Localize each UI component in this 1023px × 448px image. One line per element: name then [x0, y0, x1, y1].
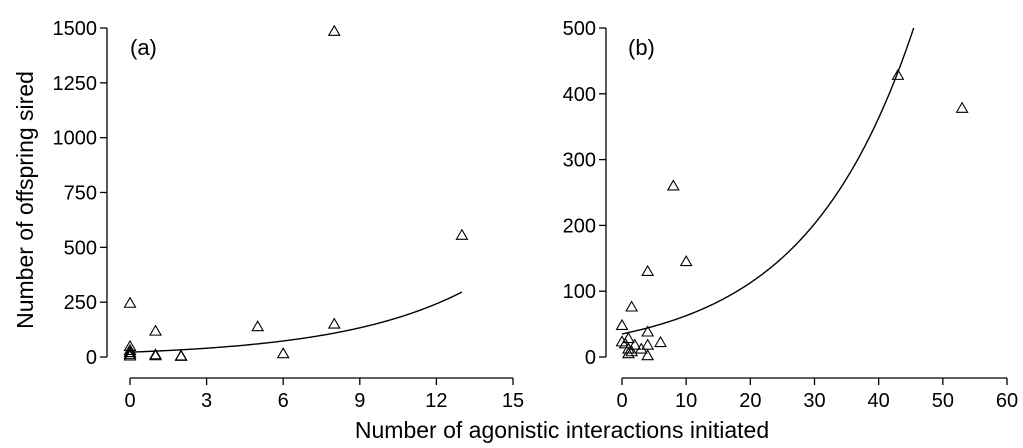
- panel-a-data-point: [455, 228, 469, 240]
- panel-a-y-tick-label: 1250: [53, 73, 98, 95]
- panel-b-y-tick-label: 200: [563, 215, 596, 237]
- panel-b-y-tick-label: 300: [563, 150, 596, 172]
- panel-b-data-point: [641, 325, 655, 337]
- panel-b-x-tick-label: 10: [675, 390, 697, 412]
- panel-b-data-point: [625, 300, 639, 312]
- panel-a-data-point: [251, 320, 265, 332]
- panel-a-x-tick-label: 3: [201, 390, 212, 412]
- panel-a-data-point: [174, 349, 188, 361]
- panel-a-data-point: [149, 349, 162, 361]
- panel-a-y-tick-label: 750: [64, 183, 97, 205]
- panel-a-data-point: [327, 317, 341, 329]
- panel-b-points: [615, 68, 969, 361]
- panel-b-x-tick-label: 60: [996, 390, 1018, 412]
- panel-b-y-tick-label: 0: [585, 347, 596, 369]
- panel-b-x-tick-label: 50: [932, 390, 954, 412]
- panel-b-y-tick-label: 500: [563, 18, 596, 40]
- panel-a-y-ticks: 0 250 500 750 1000 1250 1500: [53, 18, 107, 369]
- panel-a-data-point: [276, 347, 290, 359]
- panel-b-data-point: [625, 345, 639, 357]
- panel-b-x-tick-label: 20: [739, 390, 761, 412]
- panel-a-x-tick-label: 12: [425, 390, 447, 412]
- panel-b-fit-curve: [621, 27, 915, 335]
- panel-a-x-tick-label: 15: [502, 390, 524, 412]
- panel-a-x-tick-label: 6: [278, 390, 289, 412]
- panel-b-y-tick-label: 100: [563, 281, 596, 303]
- panel-a-y-tick-label: 250: [64, 292, 97, 314]
- panel-a-data-point: [123, 347, 137, 359]
- panel-b-data-point: [628, 338, 642, 350]
- panel-b-y-ticks: 0 100 200 300 400 500: [563, 18, 606, 369]
- panel-a-data-point: [123, 296, 137, 308]
- panel-b-y-tick-label: 400: [563, 84, 596, 106]
- panel-b-x-tick-label: 0: [616, 390, 627, 412]
- panel-b-data-point: [621, 342, 635, 354]
- panel-a-data-point: [123, 346, 137, 358]
- panel-a-y-tick-label: 1500: [53, 18, 98, 40]
- x-axis-title: Number of agonistic interactions initiat…: [355, 417, 769, 443]
- panel-a-label: (a): [130, 35, 157, 60]
- panel-b-x-tick-label: 30: [803, 390, 825, 412]
- panel-b-x-ticks: 0 10 20 30 40 50 60: [616, 378, 1018, 412]
- panel-a-fit-curve: [129, 291, 463, 353]
- panel-a-data-point: [327, 24, 341, 36]
- panel-b-data-point: [654, 335, 667, 348]
- panel-b-data-point: [641, 264, 655, 277]
- panel-a-points: [123, 24, 469, 361]
- panel-a-y-tick-label: 500: [64, 237, 97, 259]
- panel-a-data-point: [123, 349, 137, 361]
- panel-b-label: (b): [628, 35, 655, 60]
- panel-b-data-point: [955, 101, 969, 113]
- panel-a-x-ticks: 0 3 6 9 12 15: [124, 378, 524, 412]
- panel-b-data-point: [615, 318, 629, 330]
- panel-b-data-point: [891, 68, 905, 80]
- panel-b: 0 100 200 300 400 500 0 10 20 30 40 50 60 (b): [563, 18, 1019, 412]
- panel-a-y-tick-label: 0: [86, 347, 97, 369]
- panel-b-data-point: [634, 342, 648, 354]
- panel-b-data-point: [666, 179, 680, 191]
- panel-a-data-point: [123, 343, 137, 355]
- panel-a: 0 250 500 750 1000 1250 1500 0 3 6 9 12 15 (a): [53, 18, 525, 412]
- panel-b-data-point: [621, 347, 635, 359]
- panel-b-data-point: [679, 254, 693, 267]
- panel-a-x-tick-label: 9: [354, 390, 365, 412]
- panel-b-data-point: [641, 349, 655, 361]
- y-axis-title: Number of offspring sired: [12, 71, 38, 329]
- panel-a-x-tick-label: 0: [124, 390, 135, 412]
- panel-b-data-point: [615, 335, 629, 347]
- panel-b-x-tick-label: 40: [868, 390, 890, 412]
- panel-a-y-tick-label: 1000: [53, 128, 98, 150]
- panel-a-data-point: [149, 324, 162, 336]
